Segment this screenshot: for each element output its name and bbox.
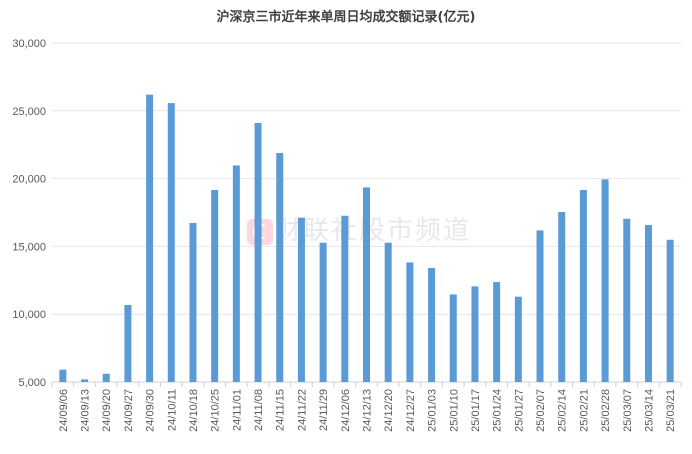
y-tick-label: 25,000 — [12, 106, 46, 118]
x-tick-label: 24/12/27 — [405, 389, 417, 432]
x-tick-label: 24/12/06 — [340, 389, 352, 432]
bar — [623, 218, 631, 382]
y-tick-label: 10,000 — [12, 309, 46, 321]
bar — [211, 189, 219, 382]
x-tick-label: 24/11/29 — [318, 389, 330, 431]
bar — [232, 165, 240, 382]
bar — [124, 304, 132, 382]
bar — [319, 242, 327, 382]
x-tick-label: 25/01/03 — [427, 389, 439, 432]
bar — [601, 179, 609, 382]
x-tick-label: 24/12/13 — [362, 389, 374, 432]
bar — [514, 296, 522, 382]
x-tick-label: 24/10/11 — [166, 389, 178, 431]
bar — [59, 369, 67, 382]
x-tick-label: 24/11/01 — [231, 389, 243, 431]
x-tick-label: 24/09/30 — [145, 389, 157, 432]
bar — [428, 267, 436, 382]
x-tick-label: 24/11/08 — [253, 389, 265, 431]
bar — [102, 373, 110, 382]
bar — [167, 103, 175, 382]
x-tick-label: 25/02/28 — [600, 389, 612, 432]
x-tick-label: 25/02/21 — [578, 389, 590, 432]
y-tick-label: 15,000 — [12, 241, 46, 253]
x-tick-label: 24/12/20 — [383, 389, 395, 432]
x-tick-label: 25/03/21 — [665, 389, 677, 432]
x-tick-label: 25/03/14 — [643, 389, 655, 432]
bar — [189, 222, 197, 382]
x-tick-label: 24/09/06 — [58, 389, 70, 432]
bar — [579, 189, 587, 382]
bar — [297, 217, 305, 382]
bar — [276, 152, 284, 382]
bar — [644, 224, 652, 382]
bar — [449, 294, 457, 382]
x-tick-label: 25/01/10 — [448, 389, 460, 432]
y-tick-label: 30,000 — [12, 38, 46, 50]
bar — [363, 187, 370, 382]
watermark-text: 财联社股市频道 — [275, 216, 472, 246]
x-tick-label: 25/02/14 — [557, 389, 569, 432]
x-tick-label: 25/01/24 — [492, 389, 504, 432]
x-tick-label: 25/02/07 — [535, 389, 547, 432]
bar — [406, 262, 414, 382]
bar — [558, 211, 566, 382]
bar — [254, 123, 262, 382]
chart-title: 沪深京三市近年来单周日均成交额记录(亿元) — [216, 10, 476, 25]
bar — [471, 286, 479, 382]
x-tick-label: 24/09/27 — [123, 389, 135, 432]
bar — [146, 94, 154, 382]
x-tick-label: 24/09/13 — [80, 389, 92, 432]
bar — [384, 242, 392, 382]
x-tick-label: 25/03/07 — [622, 389, 634, 432]
x-tick-label: 25/01/17 — [470, 389, 482, 432]
x-tick-label: 24/10/18 — [188, 389, 200, 432]
x-tick-label: 24/10/25 — [210, 389, 222, 432]
y-tick-label: 20,000 — [12, 174, 46, 186]
x-tick-label: 24/11/15 — [275, 389, 287, 431]
x-tick-label: 24/11/22 — [296, 389, 308, 431]
bar — [493, 282, 501, 382]
bar — [341, 215, 349, 382]
bar — [536, 230, 544, 382]
x-tick-label: 24/09/20 — [101, 389, 113, 432]
bar — [81, 379, 89, 382]
bar — [666, 239, 674, 382]
x-tick-label: 25/01/27 — [513, 389, 525, 432]
y-tick-label: 5,000 — [18, 377, 46, 389]
